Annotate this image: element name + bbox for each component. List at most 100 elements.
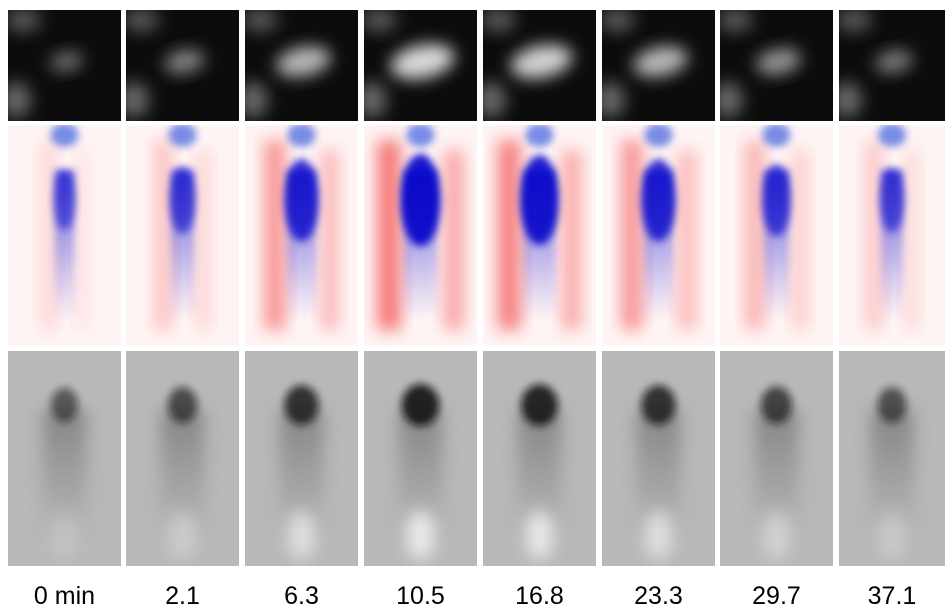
light-spot	[406, 510, 435, 560]
time-label: 10.5	[396, 582, 445, 610]
top-blue	[878, 125, 906, 147]
blob	[483, 10, 516, 32]
blue-core	[762, 163, 791, 237]
blue-core	[520, 155, 559, 245]
light-spot	[644, 510, 673, 560]
light-spot	[878, 510, 906, 560]
cell	[164, 49, 205, 74]
dark-head	[521, 384, 558, 426]
top-blue	[50, 125, 79, 147]
fluorescence-image	[720, 10, 833, 121]
panel-column	[245, 10, 358, 566]
fluorescence-image	[8, 10, 121, 121]
cell	[756, 48, 801, 75]
height-map	[602, 351, 715, 566]
height-map	[839, 351, 945, 566]
red-band	[497, 140, 522, 330]
red-band	[154, 140, 173, 330]
force-map	[126, 125, 239, 346]
fluorescence-image	[839, 10, 945, 121]
blue-core	[879, 167, 905, 233]
blob	[364, 10, 397, 32]
blob	[364, 82, 387, 118]
blue-core	[284, 158, 319, 242]
height-map	[245, 351, 358, 566]
blob	[8, 82, 31, 118]
red-band	[264, 140, 286, 330]
red-band	[865, 140, 883, 330]
blob	[839, 82, 862, 118]
light-spot	[50, 510, 79, 560]
blob	[720, 82, 743, 118]
time-label: 16.8	[515, 582, 564, 610]
red-band	[74, 150, 89, 330]
dark-head	[284, 385, 319, 425]
cell	[276, 46, 331, 77]
panel-column	[8, 10, 121, 566]
fluorescence-image	[483, 10, 596, 121]
red-band	[377, 140, 402, 330]
force-map	[720, 125, 833, 346]
time-label: 0 min	[34, 582, 95, 610]
fluorescence-image	[126, 10, 239, 121]
fluorescence-image	[364, 10, 477, 121]
top-blue	[406, 125, 435, 147]
panel-column	[483, 10, 596, 566]
light-spot	[287, 510, 316, 560]
cell	[875, 50, 913, 74]
top-blue	[287, 125, 316, 147]
red-band	[745, 140, 765, 330]
panel-column	[602, 10, 715, 566]
top-blue	[644, 125, 673, 147]
top-blue	[762, 125, 791, 147]
blob	[483, 82, 506, 118]
time-label: 23.3	[634, 582, 683, 610]
dark-head	[167, 386, 198, 424]
top-blue	[525, 125, 554, 147]
red-band	[621, 140, 643, 330]
blue-core	[53, 170, 76, 230]
blob	[126, 10, 159, 32]
blob	[245, 82, 268, 118]
panel-column	[839, 10, 945, 566]
blob	[245, 10, 278, 32]
height-map	[720, 351, 833, 566]
red-band	[40, 140, 57, 330]
cell	[390, 44, 455, 80]
light-spot	[762, 510, 791, 560]
height-map	[364, 351, 477, 566]
height-map	[483, 351, 596, 566]
red-band	[904, 150, 919, 330]
fluorescence-image	[602, 10, 715, 121]
panel-column	[364, 10, 477, 566]
panel-column	[126, 10, 239, 566]
blob	[602, 10, 635, 32]
cell	[510, 44, 573, 79]
force-map	[483, 125, 596, 346]
red-band	[561, 150, 582, 330]
dark-head	[641, 385, 676, 425]
dark-head	[877, 387, 907, 423]
red-band	[677, 150, 696, 330]
blob	[126, 82, 149, 118]
force-map	[839, 125, 945, 346]
time-label: 37.1	[868, 582, 917, 610]
force-map	[245, 125, 358, 346]
panel-column	[720, 10, 833, 566]
time-labels: 0 min 2.1 6.3 10.5 16.8 23.3 29.7 37.1	[34, 582, 916, 610]
time-label: 29.7	[752, 582, 801, 610]
dark-head	[401, 383, 440, 427]
cell	[633, 46, 688, 77]
light-spot	[168, 510, 197, 560]
red-band	[791, 150, 808, 330]
blue-core	[641, 158, 676, 242]
dark-head	[760, 386, 793, 424]
cell	[49, 51, 84, 72]
dark-head	[50, 387, 79, 423]
height-map	[126, 351, 239, 566]
blob	[602, 82, 625, 118]
force-map	[364, 125, 477, 346]
light-spot	[525, 510, 554, 560]
blob	[8, 10, 41, 32]
